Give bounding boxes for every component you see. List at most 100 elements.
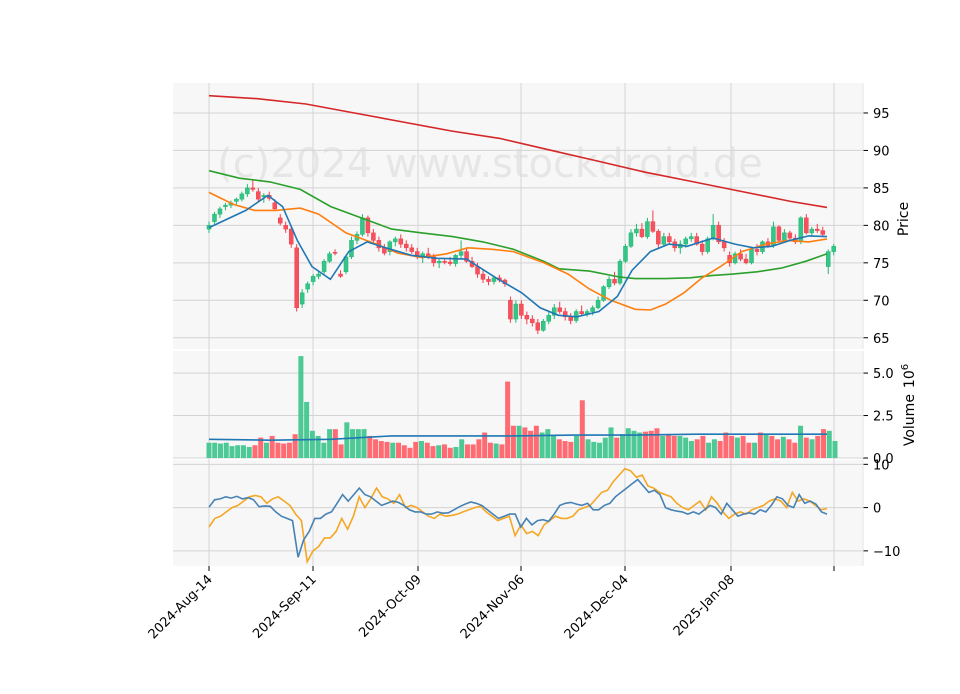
volume-tick-label: 2.5 bbox=[873, 410, 894, 425]
volume-bar bbox=[275, 442, 281, 458]
volume-bar bbox=[327, 429, 333, 458]
candle-body bbox=[338, 273, 343, 277]
volume-tick-label: 5.0 bbox=[873, 367, 894, 382]
candle-body bbox=[749, 249, 754, 264]
volume-bar bbox=[235, 445, 241, 458]
volume-bar bbox=[556, 439, 562, 458]
volume-bar bbox=[717, 441, 723, 458]
candle-body bbox=[371, 232, 376, 241]
volume-bar bbox=[665, 434, 671, 458]
oscillator-lines bbox=[208, 467, 828, 565]
volume-bar bbox=[384, 441, 390, 458]
volume-bar bbox=[798, 425, 804, 458]
volume-bar bbox=[493, 443, 499, 458]
candle-body bbox=[541, 321, 546, 331]
candle-body bbox=[332, 252, 338, 254]
price-tick-label: 80 bbox=[873, 219, 890, 234]
candle-body bbox=[404, 243, 409, 249]
volume-bar bbox=[212, 442, 218, 458]
volume-bar bbox=[734, 437, 740, 458]
candle-body bbox=[645, 221, 650, 237]
candle-body bbox=[688, 236, 694, 240]
volume-bar bbox=[286, 442, 292, 458]
ma-long-line bbox=[208, 169, 828, 280]
volume-bar bbox=[579, 400, 585, 458]
candle-body bbox=[595, 300, 601, 309]
volume-bar bbox=[252, 445, 258, 458]
grid-lines bbox=[173, 83, 863, 566]
candle-body bbox=[815, 228, 820, 231]
volume-bar bbox=[298, 356, 304, 458]
volume-bar bbox=[338, 444, 344, 458]
volume-bar bbox=[740, 435, 746, 458]
volume-bar bbox=[309, 430, 315, 458]
ma-200-line bbox=[208, 94, 828, 209]
candle-body bbox=[217, 208, 223, 215]
volume-bar bbox=[453, 446, 459, 458]
price-tick-label: 70 bbox=[873, 294, 890, 309]
volume-exponent-base: 10 bbox=[902, 370, 918, 388]
candle-body bbox=[754, 249, 760, 252]
candle-body bbox=[639, 228, 645, 237]
volume-bar bbox=[240, 445, 246, 458]
candle-body bbox=[590, 307, 595, 312]
volume-bar bbox=[344, 422, 350, 458]
volume-bar bbox=[315, 435, 321, 458]
volume-bar bbox=[821, 429, 827, 458]
volume-bar bbox=[350, 429, 356, 458]
candle-body bbox=[250, 187, 256, 190]
candle-body bbox=[606, 279, 612, 288]
volume-bar bbox=[464, 444, 470, 458]
volume-bar bbox=[637, 432, 643, 458]
candle-body bbox=[431, 256, 436, 264]
volume-bar bbox=[591, 441, 597, 458]
volume-bar bbox=[522, 427, 528, 458]
candle-body bbox=[310, 276, 316, 282]
candle-body bbox=[245, 187, 250, 195]
candle-body bbox=[716, 225, 721, 243]
candle-body bbox=[294, 247, 299, 309]
candle-body bbox=[277, 217, 283, 224]
volume-bar bbox=[620, 434, 626, 458]
volume-bar bbox=[763, 434, 769, 458]
candle-body bbox=[562, 311, 568, 318]
candle-body bbox=[464, 251, 469, 262]
volume-bar bbox=[206, 442, 212, 458]
volume-ma-line bbox=[208, 433, 827, 442]
candle-body bbox=[288, 228, 294, 245]
volume-bar bbox=[367, 435, 373, 458]
candle-body bbox=[721, 241, 727, 249]
volume-bar bbox=[390, 442, 396, 458]
volume-bar bbox=[757, 432, 763, 458]
volume-bar bbox=[551, 435, 557, 458]
volume-bar bbox=[447, 447, 453, 458]
candle-body bbox=[634, 228, 639, 234]
x-tick-label: 2025-Jan-08 bbox=[671, 572, 738, 639]
volume-bar bbox=[677, 435, 683, 458]
volume-bar bbox=[700, 435, 706, 458]
candle-body bbox=[710, 225, 716, 240]
volume-bar bbox=[441, 444, 447, 458]
candle-body bbox=[321, 261, 327, 273]
oscillator-main-line bbox=[208, 478, 828, 558]
volume-bar bbox=[602, 437, 608, 458]
candle-body bbox=[809, 228, 815, 234]
volume-bar bbox=[223, 442, 229, 458]
volume-bar bbox=[706, 442, 712, 458]
price-axis-label: Price bbox=[896, 202, 912, 236]
candle-body bbox=[705, 238, 710, 252]
candle-body bbox=[568, 316, 573, 321]
volume-bar bbox=[430, 446, 436, 458]
candle-body bbox=[299, 292, 305, 305]
oscillator-tick-label: 0 bbox=[873, 502, 881, 517]
volume-bar bbox=[246, 446, 252, 458]
volume-bar bbox=[746, 442, 752, 458]
candle-body bbox=[650, 221, 656, 232]
candle-body bbox=[365, 217, 371, 234]
candle-body bbox=[656, 231, 661, 245]
volume-bar bbox=[361, 429, 367, 458]
volume-bar bbox=[614, 437, 620, 458]
candle-body bbox=[491, 277, 497, 282]
candle-body bbox=[387, 241, 393, 252]
